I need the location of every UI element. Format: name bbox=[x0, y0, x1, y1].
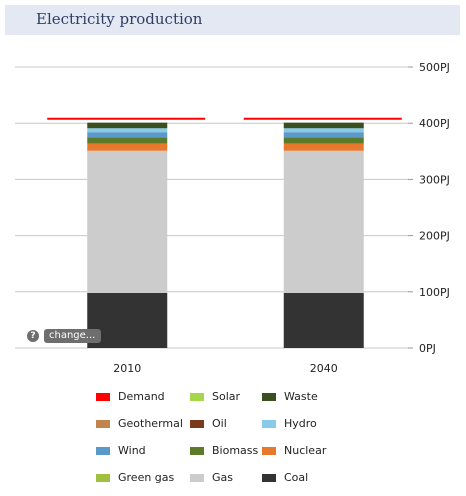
y-tick-label: 400PJ bbox=[419, 117, 450, 130]
y-tick-label: 0PJ bbox=[419, 342, 436, 355]
legend-item-waste: Waste bbox=[262, 390, 318, 403]
bar-segment-waste bbox=[87, 122, 168, 129]
legend-swatch bbox=[190, 419, 204, 428]
legend-item-biomass: Biomass bbox=[190, 444, 258, 457]
legend-label: Nuclear bbox=[284, 444, 327, 457]
bar-segment-wind bbox=[87, 132, 168, 138]
legend-label: Green gas bbox=[118, 471, 175, 484]
bar-segment-nuclear bbox=[87, 143, 168, 151]
y-tick-label: 500PJ bbox=[419, 61, 450, 74]
legend-swatch bbox=[190, 446, 204, 455]
stacked-bar-chart: 0PJ 100PJ 200PJ 300PJ 400PJ 500PJ 2010 2040 bbox=[15, 61, 450, 375]
legend-label: Oil bbox=[212, 417, 227, 430]
help-icon[interactable]: ? bbox=[27, 330, 39, 342]
bar-segment-biomass bbox=[87, 137, 168, 144]
legend-item-wind: Wind bbox=[96, 444, 146, 457]
legend-swatch bbox=[190, 392, 204, 401]
legend-swatch bbox=[262, 446, 276, 455]
bar-segment-wind bbox=[283, 132, 364, 138]
bar-segment-waste bbox=[283, 122, 364, 129]
legend-swatch bbox=[190, 473, 204, 482]
legend-item-hydro: Hydro bbox=[262, 417, 317, 430]
y-tick-label: 200PJ bbox=[419, 230, 450, 243]
legend-swatch bbox=[262, 419, 276, 428]
legend-item-green-gas: Green gas bbox=[96, 471, 174, 484]
legend-label: Wind bbox=[118, 444, 146, 457]
legend-label: Hydro bbox=[284, 417, 317, 430]
bar-segment-hydro bbox=[283, 128, 364, 133]
bar-segment-coal bbox=[283, 292, 364, 348]
bar-segment-hydro bbox=[87, 128, 168, 133]
bar-segment-nuclear bbox=[283, 143, 364, 151]
legend-label: Biomass bbox=[212, 444, 259, 457]
y-tick-label: 100PJ bbox=[419, 286, 450, 299]
legend-label: Solar bbox=[212, 390, 241, 403]
legend-swatch bbox=[96, 419, 110, 428]
legend-swatch bbox=[96, 446, 110, 455]
legend-label: Coal bbox=[284, 471, 309, 484]
bar-segment-gas bbox=[283, 150, 364, 293]
x-tick-label: 2010 bbox=[113, 362, 141, 375]
bar-segment-biomass bbox=[283, 137, 364, 144]
y-tick-label: 300PJ bbox=[419, 173, 450, 186]
legend-swatch bbox=[96, 473, 110, 482]
legend-item-oil: Oil bbox=[190, 417, 227, 430]
legend-label: Waste bbox=[284, 390, 318, 403]
x-tick-label: 2040 bbox=[310, 362, 338, 375]
bar-segment-gas bbox=[87, 150, 168, 293]
legend-item-geothermal: Geothermal bbox=[96, 417, 183, 430]
change-button[interactable]: change... bbox=[44, 329, 102, 343]
legend-item-demand: Demand bbox=[96, 390, 165, 403]
legend-item-coal: Coal bbox=[262, 471, 308, 484]
legend-label: Geothermal bbox=[118, 417, 183, 430]
legend-swatch bbox=[262, 473, 276, 482]
legend-item-solar: Solar bbox=[190, 390, 240, 403]
legend-item-gas: Gas bbox=[190, 471, 233, 484]
legend-swatch bbox=[96, 392, 110, 401]
legend-item-nuclear: Nuclear bbox=[262, 444, 326, 457]
title-bar: Electricity production bbox=[5, 5, 460, 35]
legend-swatch bbox=[262, 392, 276, 401]
page-title: Electricity production bbox=[36, 10, 203, 28]
legend-label: Gas bbox=[212, 471, 233, 484]
legend-label: Demand bbox=[118, 390, 165, 403]
change-control: ? change... bbox=[27, 329, 102, 343]
